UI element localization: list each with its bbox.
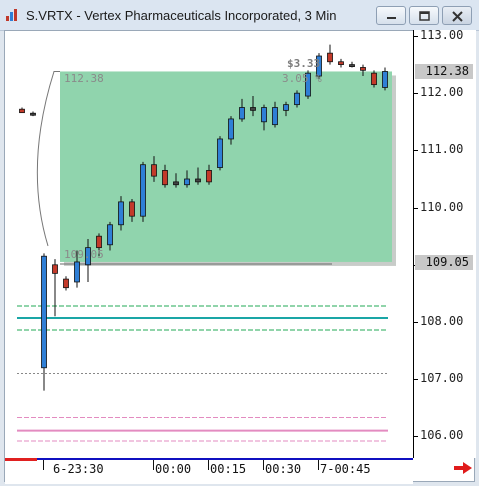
- candle-body-30[interactable]: [349, 64, 355, 67]
- price-tick-label: 113.00: [420, 28, 464, 42]
- candle-body-22[interactable]: [261, 107, 267, 123]
- app-icon: [6, 9, 17, 21]
- price-tick: [413, 207, 418, 209]
- range-low-label: 109.05: [64, 247, 104, 261]
- candle-body-15[interactable]: [184, 178, 190, 186]
- time-tick-label: 7-00:45: [320, 462, 371, 476]
- time-tick: [43, 460, 44, 470]
- candle-body-24[interactable]: [283, 104, 289, 111]
- candle-body-10[interactable]: [129, 201, 135, 217]
- candle-body-20[interactable]: [239, 107, 245, 120]
- candle-body-28[interactable]: [327, 52, 333, 63]
- candle-body-23[interactable]: [272, 107, 278, 126]
- candle-body-5[interactable]: [74, 261, 80, 283]
- price-axis: [413, 30, 476, 458]
- price-tick-label: 111.00: [420, 142, 464, 157]
- price-tick-label: 107.00: [420, 371, 464, 386]
- range-change-label: $3.33: [287, 57, 321, 71]
- candle-body-21[interactable]: [250, 107, 256, 111]
- candle-body-7[interactable]: [96, 235, 102, 249]
- range-connector-arc: [36, 70, 60, 247]
- candle-body-26[interactable]: [305, 72, 311, 97]
- price-tick-label: 110.00: [420, 199, 464, 214]
- candle-body-1[interactable]: [30, 112, 36, 116]
- candle-body-14[interactable]: [173, 181, 179, 186]
- candle-body-12[interactable]: [151, 164, 157, 177]
- candle-body-29[interactable]: [338, 61, 344, 66]
- price-tick-label: 108.00: [420, 314, 464, 328]
- close-icon: [452, 11, 463, 22]
- window-title: S.VRTX - Vertex Pharmaceuticals Incorpor…: [26, 8, 337, 23]
- candle-body-25[interactable]: [294, 92, 300, 106]
- time-tick: [263, 460, 264, 470]
- window-titlebar: S.VRTX - Vertex Pharmaceuticals Incorpor…: [0, 0, 479, 31]
- candle-body-2[interactable]: [41, 255, 47, 369]
- candle-body-18[interactable]: [217, 138, 223, 168]
- time-tick: [153, 460, 154, 470]
- close-button[interactable]: [442, 6, 472, 25]
- range-box[interactable]: [60, 71, 392, 262]
- price-tick: [413, 93, 418, 95]
- time-tick-label: 6-23:30: [53, 462, 104, 476]
- price-tick-label: 106.00: [420, 428, 464, 443]
- candle-body-3[interactable]: [52, 264, 58, 274]
- candle-body-0[interactable]: [19, 108, 25, 114]
- candle-body-9[interactable]: [118, 201, 124, 226]
- price-tick: [413, 379, 418, 381]
- range-change-pct-label: 3.05 %: [282, 72, 322, 86]
- time-tick-label: 00:00: [155, 462, 192, 476]
- candle-body-32[interactable]: [371, 72, 377, 86]
- time-tick: [208, 460, 209, 470]
- candle-body-11[interactable]: [140, 164, 146, 217]
- minimize-icon: [387, 17, 396, 19]
- price-tick: [413, 36, 418, 37]
- price-tick: [413, 322, 418, 323]
- time-tick: [318, 460, 319, 470]
- time-tick-label: 00:30: [265, 462, 302, 476]
- restore-icon: [419, 11, 430, 21]
- time-axis: 6-23:30 00:00 00:15 00:30 7-00:45: [5, 458, 413, 484]
- scroll-right-arrow-icon[interactable]: [452, 460, 474, 476]
- candle-body-17[interactable]: [206, 170, 212, 183]
- range-low-price-label: 109.05: [415, 254, 473, 270]
- candle-body-13[interactable]: [162, 170, 168, 186]
- scroll-position-indicator: [5, 458, 37, 461]
- range-high-label: 112.38: [64, 72, 104, 86]
- minimize-button[interactable]: [376, 6, 406, 25]
- price-tick-label: 112.00: [420, 85, 464, 100]
- price-tick: [413, 150, 418, 152]
- candle-body-4[interactable]: [63, 278, 69, 289]
- candle-body-8[interactable]: [107, 224, 113, 246]
- restore-button[interactable]: [409, 6, 439, 25]
- candle-body-16[interactable]: [195, 178, 201, 183]
- candle-body-27[interactable]: [316, 55, 322, 77]
- last-price-label: 112.38: [415, 64, 473, 80]
- candle-body-19[interactable]: [228, 118, 234, 140]
- candle-body-6[interactable]: [85, 247, 91, 266]
- time-tick-label: 00:15: [210, 462, 247, 476]
- candle-body-33[interactable]: [382, 71, 388, 88]
- candle-body-31[interactable]: [360, 67, 366, 71]
- price-tick: [413, 436, 418, 438]
